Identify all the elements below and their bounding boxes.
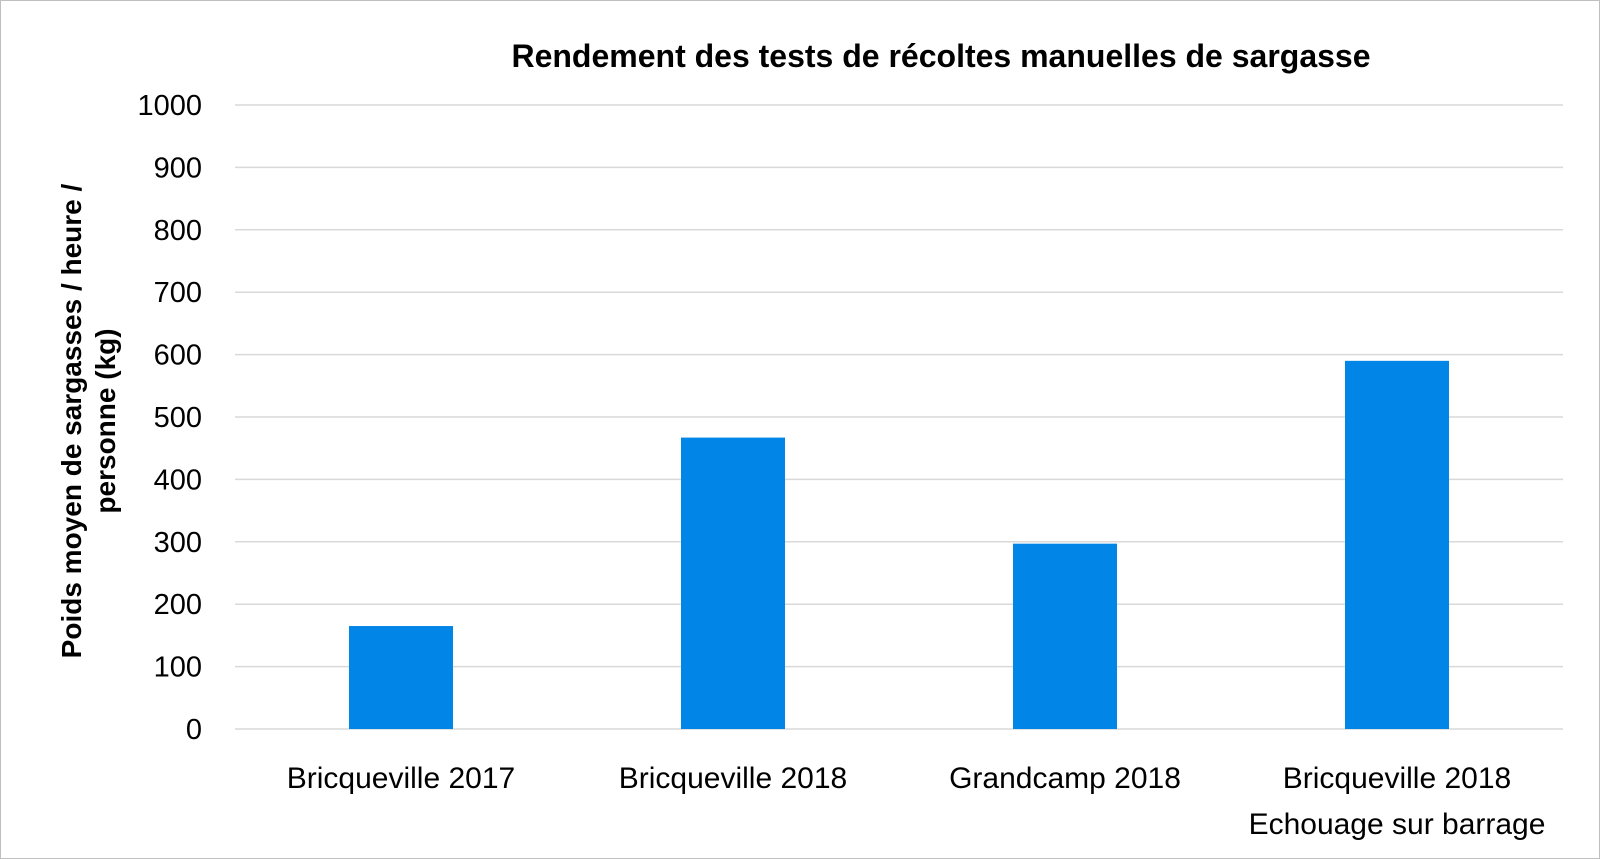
y-axis-title-line-1: Poids moyen de sargasses / heure / [56, 183, 87, 658]
y-tick-label-800: 800 [154, 215, 202, 247]
y-tick-label-0: 0 [186, 714, 202, 746]
x-category-label-3: Grandcamp 2018 [949, 762, 1181, 795]
bar-1 [349, 626, 453, 729]
x-axis-labels: Bricqueville 2017 Bricqueville 2018 Grandc… [287, 762, 1546, 841]
y-tick-label-500: 500 [154, 402, 202, 434]
bar-4 [1345, 360, 1449, 729]
x-category-label-4-line-2: Echouage sur barrage [1249, 808, 1546, 841]
x-category-label-1: Bricqueville 2017 [287, 762, 515, 795]
y-axis-ticks: 0 100 200 300 400 500 600 700 800 900 1000 [137, 90, 202, 746]
x-category-label-4: Bricqueville 2018 [1283, 762, 1511, 795]
bars [349, 360, 1449, 729]
y-tick-label-900: 900 [154, 152, 202, 184]
y-tick-label-1000: 1000 [137, 90, 202, 122]
y-tick-label-600: 600 [154, 340, 202, 372]
x-category-label-2: Bricqueville 2018 [619, 762, 847, 795]
y-axis-title: Poids moyen de sargasses / heure / person… [56, 183, 121, 658]
y-axis-title-line-2: personne (kg) [90, 328, 121, 513]
y-tick-label-100: 100 [154, 652, 202, 684]
y-tick-label-300: 300 [154, 527, 202, 559]
chart-title: Rendement des tests de récoltes manuelle… [511, 38, 1370, 74]
y-tick-label-200: 200 [154, 589, 202, 621]
bar-3 [1013, 543, 1117, 729]
gridlines [235, 104, 1563, 730]
y-tick-label-400: 400 [154, 464, 202, 496]
bar-2 [681, 437, 785, 729]
y-tick-label-700: 700 [154, 277, 202, 309]
